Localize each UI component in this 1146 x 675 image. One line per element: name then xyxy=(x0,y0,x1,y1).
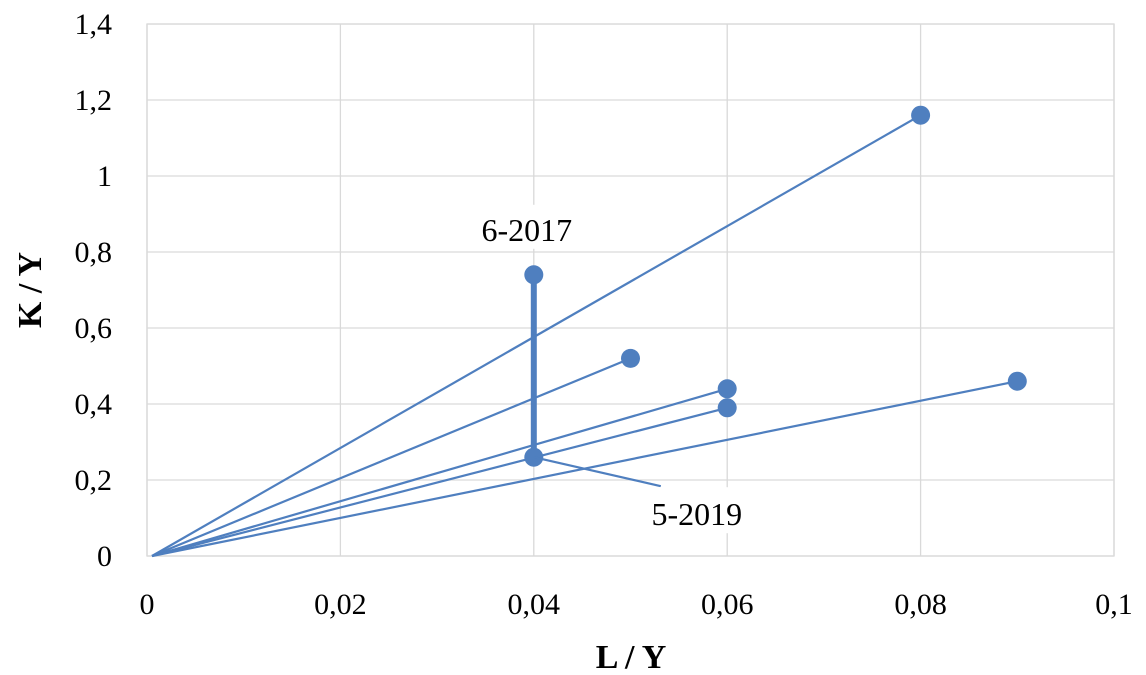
x-tick-label: 0,1 xyxy=(1095,588,1133,621)
ray-line xyxy=(151,406,728,558)
y-tick-label: 1,2 xyxy=(75,84,113,117)
annotation-leader-line xyxy=(533,456,662,488)
x-tick-label: 0,04 xyxy=(508,588,561,621)
plot-frame xyxy=(146,23,1115,557)
series-layer xyxy=(151,105,1027,558)
ray-line xyxy=(151,387,728,558)
x-tick-label: 0,02 xyxy=(314,588,367,621)
annotation-label: 5-2019 xyxy=(651,496,742,532)
x-tick-label: 0,06 xyxy=(701,588,754,621)
y-axis-title: K / Y xyxy=(12,252,49,328)
annotation-background xyxy=(455,204,612,249)
y-tick-label: 1,4 xyxy=(75,8,113,41)
data-point xyxy=(717,398,737,418)
annotation-label: 6-2017 xyxy=(481,212,572,248)
ray-line xyxy=(151,357,631,558)
y-tick-label: 0 xyxy=(97,540,112,573)
y-tick-label: 0,8 xyxy=(75,236,113,269)
y-tick-label: 0,2 xyxy=(75,464,113,497)
data-point xyxy=(621,348,640,368)
data-point xyxy=(1007,371,1027,391)
x-axis-title: L / Y xyxy=(596,639,667,675)
data-point xyxy=(911,105,931,125)
data-point xyxy=(717,379,737,399)
annotation-background xyxy=(625,487,768,534)
x-tick-label: 0 xyxy=(140,588,155,621)
y-tick-label: 0,4 xyxy=(75,388,113,421)
x-tick-label: 0,08 xyxy=(894,588,947,621)
y-tick-label: 1 xyxy=(97,160,112,193)
tick-labels: 0 0,02 0,04 0,06 0,08 0,1 0 0,2 0,4 0,6 0,8 1 1,2 1,4 xyxy=(75,8,1133,621)
annotations-layer: 6-2017 5-2019 xyxy=(455,204,768,534)
y-tick-label: 0,6 xyxy=(75,312,113,345)
data-point xyxy=(524,265,544,285)
